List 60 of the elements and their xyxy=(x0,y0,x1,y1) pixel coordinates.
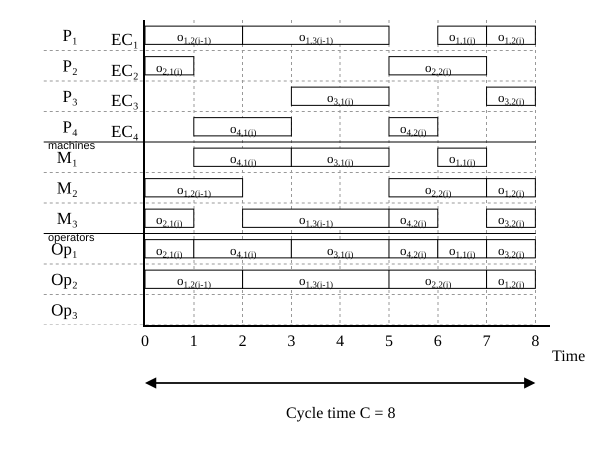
annotation: o$_{4,2(i)}$ xyxy=(400,212,426,229)
annotation: o$_{2,1(i)}$ xyxy=(156,212,182,229)
text: Cycle time C = 8 xyxy=(286,405,396,422)
annotation: o$_{3,2(i)}$ xyxy=(498,212,524,229)
bar xyxy=(486,208,536,228)
y2-tick-label: EC₄ xyxy=(111,122,139,141)
bar xyxy=(486,86,536,106)
x-tick-label: 7 xyxy=(482,332,491,350)
bar xyxy=(437,148,488,167)
y2-tick-label: EC₁ xyxy=(111,30,139,49)
annotation: o$_{3,2(i)}$ xyxy=(498,243,524,260)
annotation: o$_{1,1(i)}$ xyxy=(449,243,476,260)
y-tick-label: M₃ xyxy=(56,209,78,228)
annotation: o$_{1,3(i-1)}$ xyxy=(299,273,334,290)
annotation: o$_{1,2(i-1)}$ xyxy=(177,29,212,46)
annotation: o$_{2,2(i)}$ xyxy=(425,273,452,290)
x-tick-label: 3 xyxy=(287,332,296,350)
annotation: o$_{1,1(i)}$ xyxy=(449,151,476,168)
annotation: o$_{1,3(i-1)}$ xyxy=(299,29,334,46)
y-tick-label: Op₃ xyxy=(51,300,78,320)
bar xyxy=(193,117,292,136)
annotation: o$_{2,1(i)}$ xyxy=(156,243,182,260)
y-tick-label: P₁ xyxy=(62,26,78,46)
y2-tick-label: EC₂ xyxy=(111,61,139,80)
annotation: o$_{3,1(i)}$ xyxy=(327,90,354,107)
annotation: o$_{4,2(i)}$ xyxy=(400,121,426,138)
x-tick-label: 0 xyxy=(141,332,149,350)
annotation: o$_{4,1(i)}$ xyxy=(230,121,256,138)
annotation: o$_{2,1(i)}$ xyxy=(156,60,182,77)
y-tick-label: P₄ xyxy=(62,118,78,137)
bar xyxy=(290,86,390,106)
annotation: o$_{3,2(i)}$ xyxy=(498,90,524,107)
x-tick-label: 6 xyxy=(434,332,442,350)
y-tick-label: M₂ xyxy=(56,178,78,198)
bar xyxy=(388,117,438,136)
annotation: o$_{3,1(i)}$ xyxy=(327,243,354,260)
bar xyxy=(388,56,488,76)
annotation: o$_{3,1(i)}$ xyxy=(327,151,354,168)
annotation: o$_{4,1(i)}$ xyxy=(230,243,256,260)
annotation: o$_{4,2(i)}$ xyxy=(400,243,426,260)
annotation: o$_{2,2(i)}$ xyxy=(425,182,452,199)
x-tick-label: 2 xyxy=(238,332,247,350)
annotation: o$_{1,2(i)}$ xyxy=(498,182,524,199)
x-tick-label: 4 xyxy=(336,332,344,350)
x-axis-title: Time xyxy=(552,348,586,365)
y-tick-label: P₃ xyxy=(62,87,78,106)
annotation: o$_{2,2(i)}$ xyxy=(425,60,452,77)
annotation: o$_{1,2(i-1)}$ xyxy=(177,182,212,199)
x-tick-label: 1 xyxy=(190,332,198,350)
y2-tick-label: EC₃ xyxy=(111,91,139,110)
annotation: o$_{1,2(i)}$ xyxy=(498,273,524,290)
x-tick-label: 8 xyxy=(531,332,540,350)
annotation: o$_{4,1(i)}$ xyxy=(230,151,256,168)
annotation: o$_{1,3(i-1)}$ xyxy=(299,212,334,229)
y-tick-label: P₂ xyxy=(62,56,78,76)
annotation: o$_{1,1(i)}$ xyxy=(449,29,476,46)
annotation: o$_{1,2(i)}$ xyxy=(498,29,524,46)
annotation: o$_{1,2(i-1)}$ xyxy=(177,273,212,290)
y-tick-label: Op₂ xyxy=(51,270,78,290)
x-tick-label: 5 xyxy=(384,332,393,350)
